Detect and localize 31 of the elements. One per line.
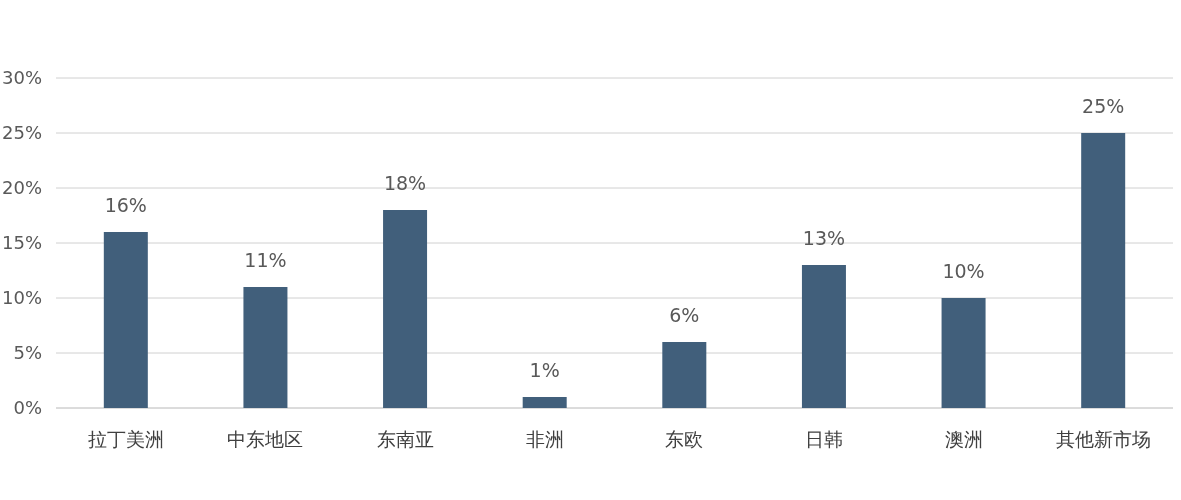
bar <box>522 397 567 408</box>
x-tick-label: 其他新市场 <box>1055 428 1151 450</box>
data-label: 10% <box>942 260 985 282</box>
bar <box>1081 133 1126 408</box>
data-label: 6% <box>669 304 700 326</box>
x-tick-label: 中东地区 <box>227 428 304 450</box>
x-tick-label: 澳洲 <box>944 428 983 450</box>
y-tick-label: 5% <box>13 342 42 363</box>
y-tick-label: 30% <box>1 67 42 88</box>
y-tick-label: 10% <box>1 287 42 308</box>
bar <box>103 232 148 408</box>
data-label: 18% <box>383 172 427 194</box>
y-tick-label: 20% <box>1 177 42 198</box>
data-label: 1% <box>529 359 560 381</box>
bar <box>941 298 986 408</box>
x-tick-label: 拉丁美洲 <box>87 428 164 450</box>
bar <box>243 287 288 408</box>
data-label: 11% <box>244 249 287 271</box>
data-label: 25% <box>1082 95 1125 117</box>
data-label: 16% <box>104 194 147 216</box>
x-tick-label: 非洲 <box>525 428 564 450</box>
y-tick-label: 0% <box>13 397 42 418</box>
bar <box>801 265 846 408</box>
data-label: 13% <box>802 227 846 249</box>
bar <box>383 210 428 408</box>
x-tick-label: 东欧 <box>665 428 704 450</box>
y-tick-label: 25% <box>1 122 42 143</box>
bar <box>662 342 707 408</box>
y-tick-label: 15% <box>1 232 42 253</box>
x-tick-label: 东南亚 <box>376 428 434 450</box>
x-tick-label: 日韩 <box>804 428 843 450</box>
